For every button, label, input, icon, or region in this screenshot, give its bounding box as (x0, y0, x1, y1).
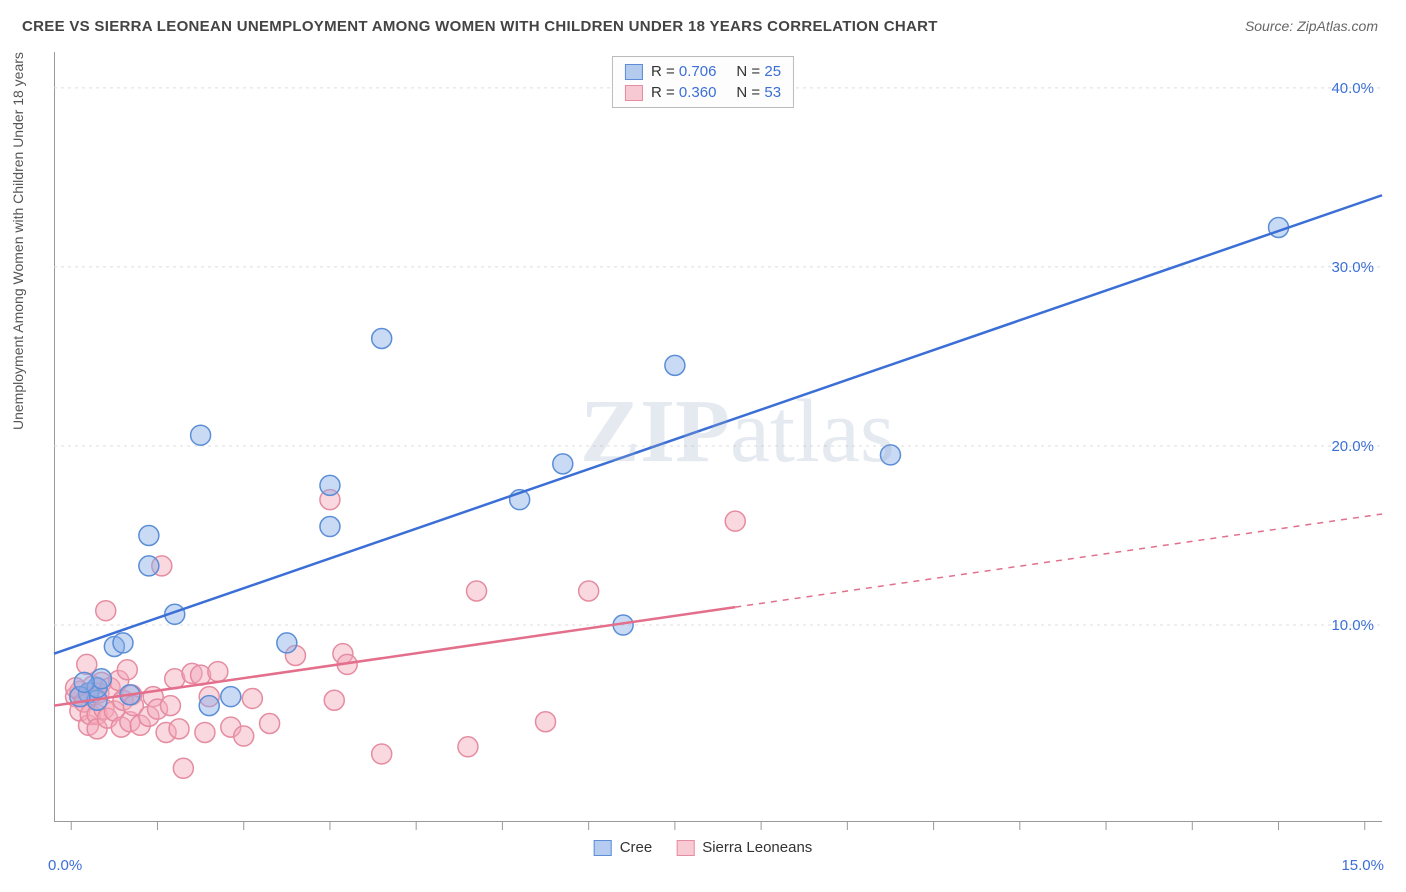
n-value-sierra: 53 (764, 84, 781, 101)
legend-label-sierra: Sierra Leoneans (702, 839, 812, 856)
x-axis-max-label: 15.0% (1341, 857, 1384, 874)
data-point-sierra (160, 696, 180, 716)
y-tick-label: 10.0% (1331, 617, 1374, 634)
data-point-cree (221, 687, 241, 707)
data-point-cree (191, 425, 211, 445)
data-point-sierra (725, 511, 745, 531)
legend-label-cree: Cree (620, 839, 653, 856)
r-value-cree: 0.706 (679, 63, 717, 80)
n-label: N = 53 (736, 84, 781, 101)
r-value-sierra: 0.360 (679, 84, 717, 101)
data-point-cree (665, 355, 685, 375)
swatch-blue (625, 64, 643, 80)
data-point-cree (139, 525, 159, 545)
trend-line-sierra-extrapolated (735, 514, 1382, 607)
legend-row-cree: R = 0.706 N = 25 (625, 61, 781, 82)
data-point-cree (139, 556, 159, 576)
data-point-sierra (536, 712, 556, 732)
data-point-sierra (467, 581, 487, 601)
legend-item-cree: Cree (594, 839, 653, 856)
data-point-sierra (96, 601, 116, 621)
swatch-pink (625, 85, 643, 101)
n-value-cree: 25 (764, 63, 781, 80)
data-point-cree (277, 633, 297, 653)
data-point-sierra (195, 722, 215, 742)
y-tick-label: 30.0% (1331, 259, 1374, 276)
y-tick-label: 20.0% (1331, 438, 1374, 455)
legend-row-sierra: R = 0.360 N = 53 (625, 82, 781, 103)
data-point-sierra (169, 719, 189, 739)
r-label: R = 0.360 (651, 84, 716, 101)
data-point-cree (199, 696, 219, 716)
data-point-sierra (208, 662, 228, 682)
correlation-legend: R = 0.706 N = 25 R = 0.360 N = 53 (612, 56, 794, 108)
n-label: N = 25 (736, 63, 781, 80)
data-point-sierra (372, 744, 392, 764)
trend-line-cree (54, 195, 1382, 653)
data-point-cree (372, 329, 392, 349)
data-point-sierra (234, 726, 254, 746)
data-point-sierra (458, 737, 478, 757)
data-point-sierra (579, 581, 599, 601)
data-point-cree (113, 633, 133, 653)
legend-item-sierra: Sierra Leoneans (676, 839, 812, 856)
data-point-cree (320, 517, 340, 537)
r-label: R = 0.706 (651, 63, 716, 80)
data-point-cree (553, 454, 573, 474)
data-point-sierra (324, 690, 344, 710)
series-legend: Cree Sierra Leoneans (594, 839, 813, 856)
source-attribution: Source: ZipAtlas.com (1245, 18, 1378, 34)
y-axis-label: Unemployment Among Women with Children U… (10, 52, 26, 430)
swatch-blue (594, 840, 612, 856)
data-point-sierra (117, 660, 137, 680)
data-point-cree (880, 445, 900, 465)
data-point-cree (91, 669, 111, 689)
data-point-cree (320, 475, 340, 495)
data-point-sierra (260, 714, 280, 734)
data-point-sierra (242, 688, 262, 708)
scatter-plot: 10.0% 20.0% 30.0% 40.0% (54, 52, 1382, 822)
data-point-sierra (173, 758, 193, 778)
swatch-pink (676, 840, 694, 856)
data-point-cree (74, 672, 94, 692)
x-axis-min-label: 0.0% (48, 857, 82, 874)
chart-title: CREE VS SIERRA LEONEAN UNEMPLOYMENT AMON… (22, 18, 938, 35)
trend-line-sierra (54, 607, 735, 705)
chart-container: CREE VS SIERRA LEONEAN UNEMPLOYMENT AMON… (0, 0, 1406, 892)
y-tick-label: 40.0% (1331, 80, 1374, 97)
